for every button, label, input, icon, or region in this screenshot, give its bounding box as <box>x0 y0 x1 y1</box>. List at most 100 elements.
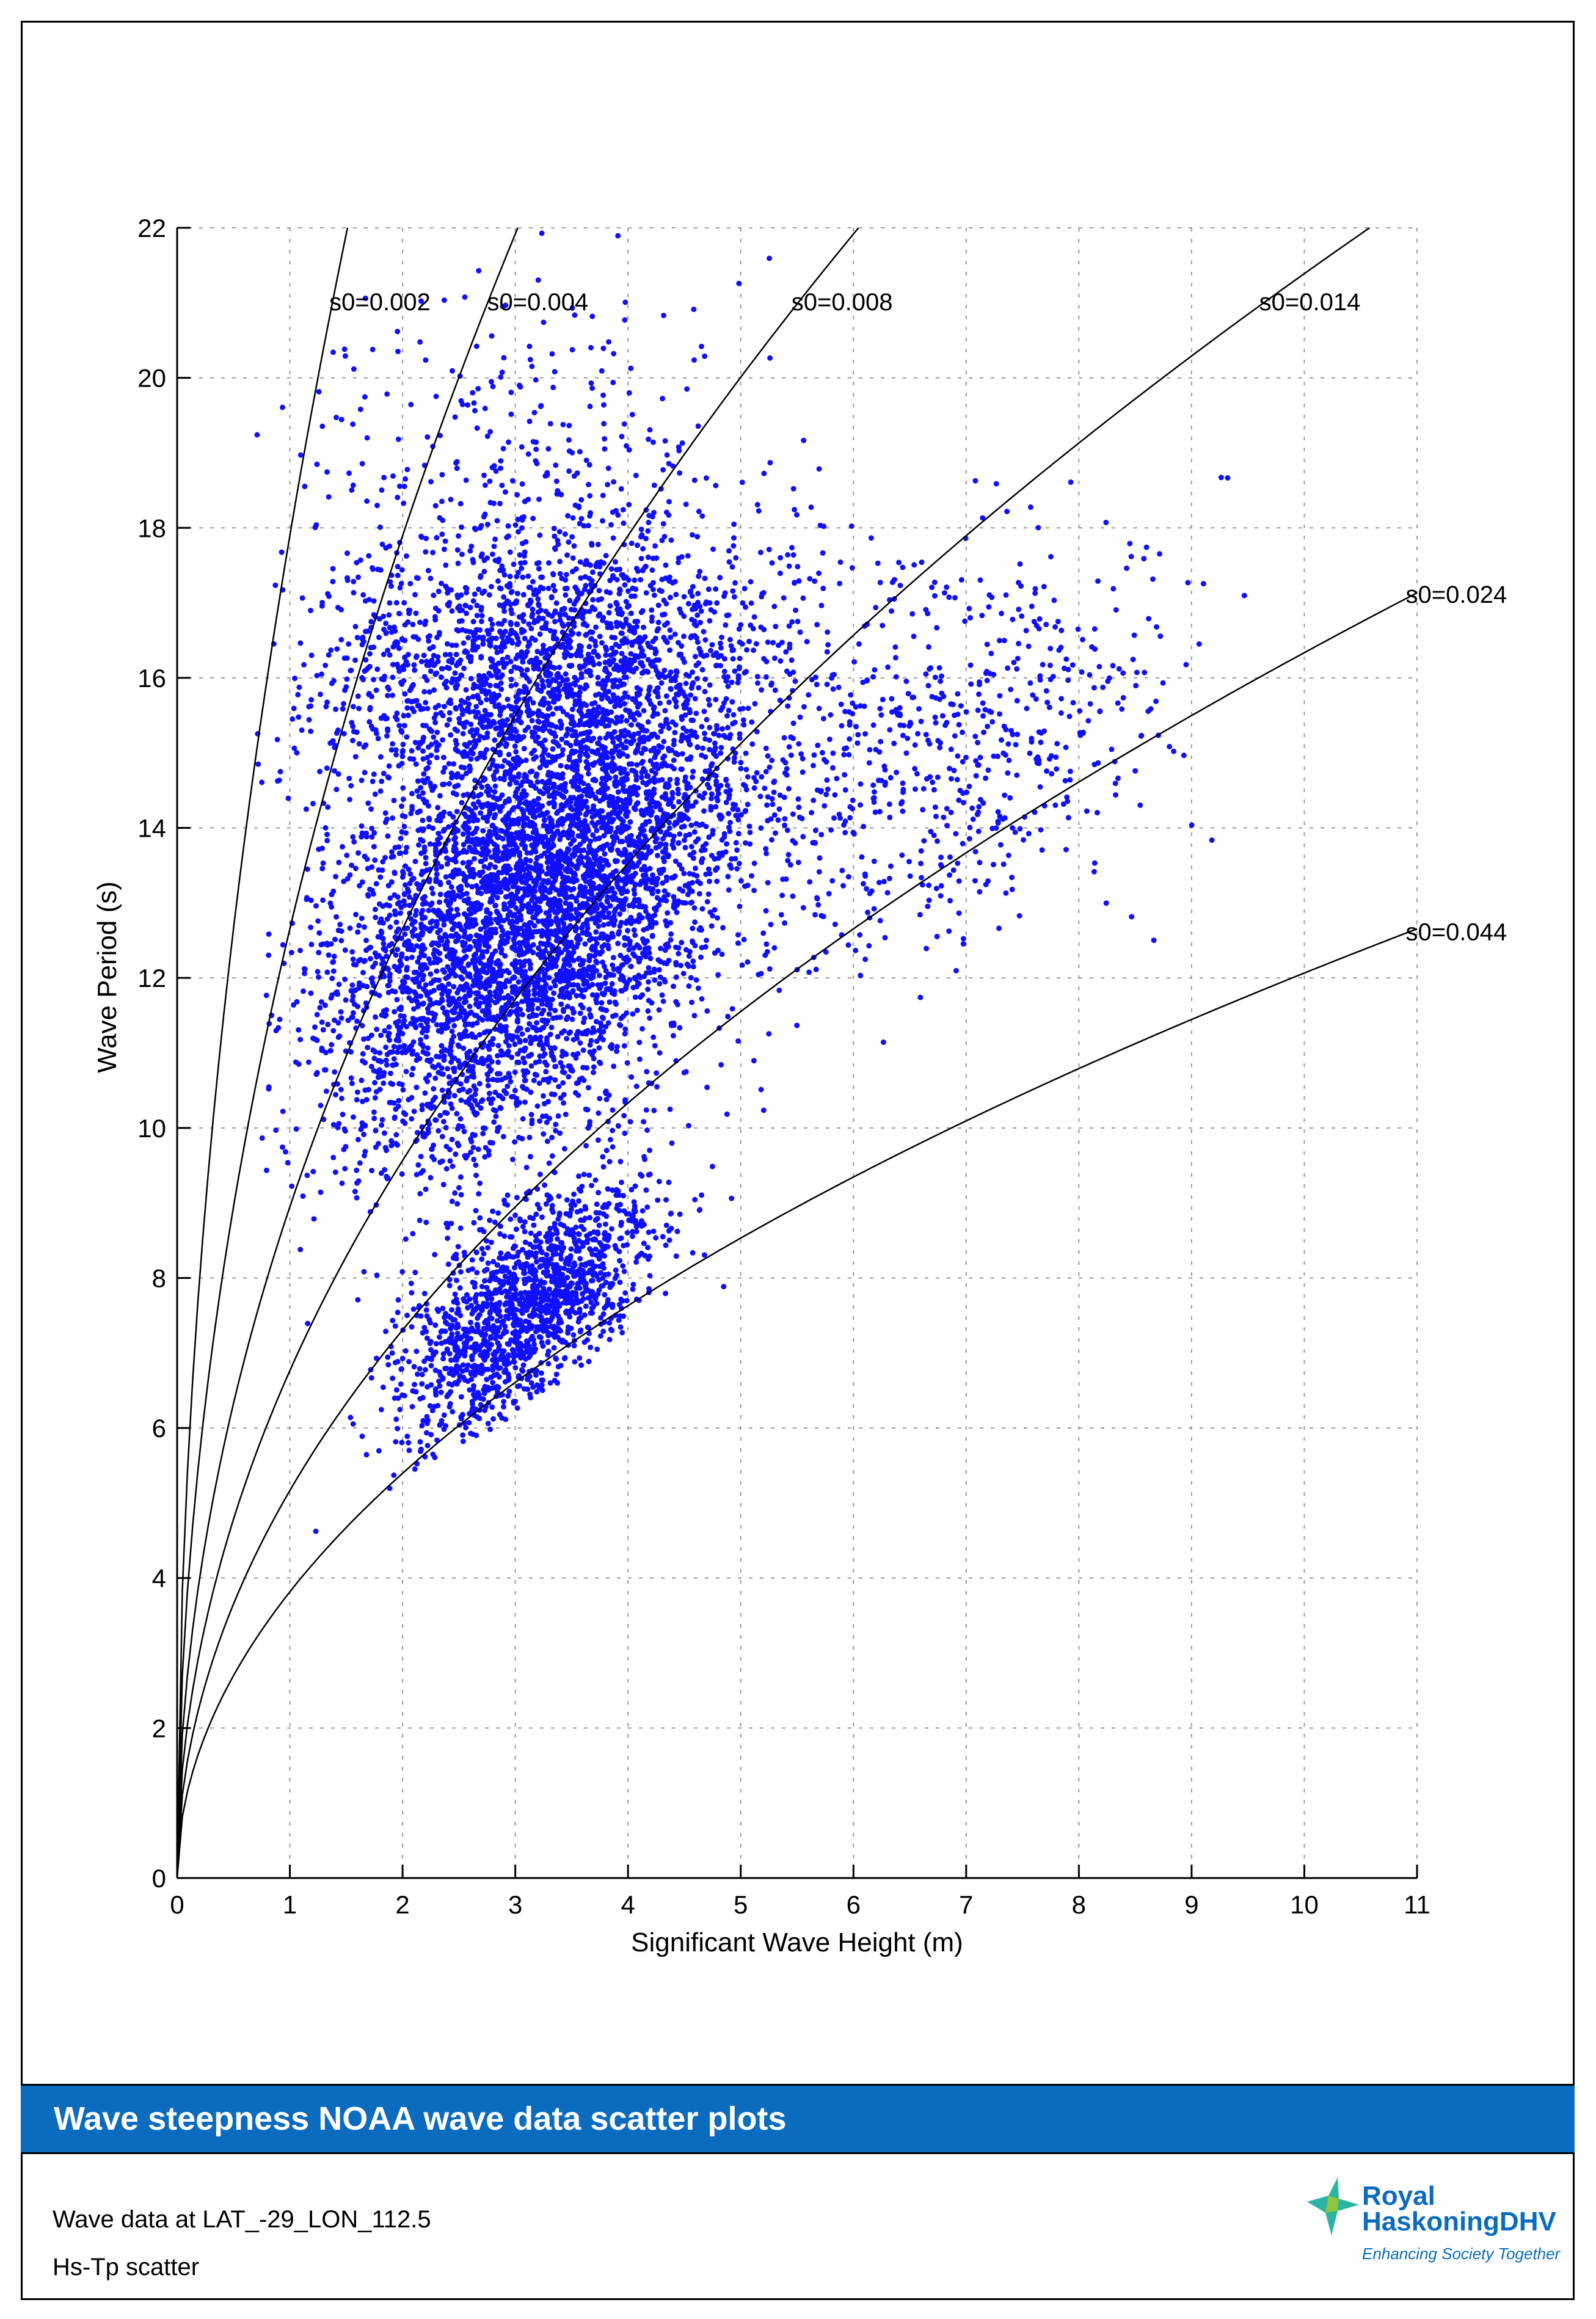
scatter-point <box>450 814 456 820</box>
scatter-point <box>457 1174 464 1180</box>
scatter-point <box>484 1071 490 1077</box>
scatter-point <box>473 1058 479 1064</box>
scatter-point <box>446 810 453 817</box>
scatter-point <box>359 879 365 885</box>
scatter-point <box>528 768 534 774</box>
scatter-point <box>377 1050 383 1056</box>
scatter-point <box>671 757 677 763</box>
scatter-point <box>622 801 628 807</box>
scatter-point <box>590 1025 596 1031</box>
scatter-point <box>644 796 650 802</box>
scatter-point <box>417 955 423 961</box>
scatter-point <box>373 960 379 966</box>
scatter-point <box>497 1071 503 1077</box>
scatter-point <box>559 929 565 935</box>
scatter-point <box>527 966 533 972</box>
scatter-point <box>381 1080 387 1087</box>
scatter-point <box>468 1102 474 1109</box>
scatter-point <box>643 791 649 797</box>
scatter-point <box>592 856 598 862</box>
scatter-point <box>593 929 599 935</box>
scatter-point <box>464 864 470 870</box>
scatter-point <box>448 1059 454 1065</box>
scatter-point <box>759 774 765 780</box>
scatter-point <box>492 812 498 818</box>
scatter-point <box>403 849 409 855</box>
scatter-point <box>426 908 432 914</box>
scatter-point <box>429 925 435 931</box>
scatter-point <box>645 1008 651 1014</box>
scatter-point <box>764 802 770 808</box>
scatter-point <box>730 588 736 594</box>
scatter-point <box>527 920 533 926</box>
scatter-point <box>392 1115 398 1121</box>
scatter-point <box>571 767 577 773</box>
scatter-point <box>693 977 699 983</box>
scatter-point <box>474 900 480 906</box>
scatter-point <box>473 1173 479 1178</box>
scatter-point <box>622 812 629 818</box>
scatter-point <box>289 1183 295 1189</box>
scatter-point <box>450 926 456 932</box>
scatter-point <box>577 1076 583 1082</box>
scatter-point <box>427 841 433 847</box>
scatter-point <box>467 946 472 952</box>
scatter-point <box>549 1135 555 1140</box>
scatter-point <box>404 974 410 980</box>
scatter-point <box>591 1064 597 1070</box>
scatter-point <box>492 789 498 795</box>
scatter-point <box>414 1084 420 1090</box>
scatter-point <box>630 985 636 991</box>
scatter-point <box>401 1043 407 1049</box>
scatter-point <box>387 924 393 930</box>
scatter-point <box>452 784 458 790</box>
scatter-point <box>418 1036 424 1043</box>
scatter-point <box>669 719 676 725</box>
scatter-point <box>277 1016 283 1022</box>
scatter-point <box>665 782 671 788</box>
scatter-point <box>526 927 532 932</box>
scatter-point <box>323 1088 329 1094</box>
scatter-point <box>607 1159 613 1165</box>
scatter-point <box>734 866 740 872</box>
scatter-point <box>603 1148 610 1154</box>
scatter-point <box>642 946 648 952</box>
scatter-point <box>467 933 473 939</box>
scatter-point <box>410 1039 417 1045</box>
scatter-point <box>467 868 473 874</box>
scatter-point <box>426 876 432 883</box>
scatter-point <box>502 953 508 959</box>
scatter-point <box>825 642 831 648</box>
scatter-point <box>677 886 683 892</box>
scatter-point <box>639 750 645 756</box>
scatter-point <box>409 807 415 812</box>
scatter-point <box>621 1043 627 1049</box>
scatter-point <box>468 989 474 996</box>
scatter-point <box>679 751 685 757</box>
scatter-point <box>435 1128 442 1134</box>
scatter-point <box>655 876 660 881</box>
scatter-point <box>610 962 616 968</box>
scatter-point <box>476 837 482 843</box>
scatter-point <box>453 1151 459 1157</box>
scatter-point <box>342 1166 348 1172</box>
scatter-point <box>535 905 541 911</box>
scatter-point <box>383 1057 389 1063</box>
scatter-point <box>563 1112 569 1118</box>
scatter-point <box>710 828 716 834</box>
scatter-point <box>512 1088 518 1094</box>
scatter-point <box>558 763 564 769</box>
scatter-point <box>378 928 384 934</box>
scatter-point <box>465 1089 471 1095</box>
scatter-point <box>394 997 400 1003</box>
scatter-point <box>546 777 552 784</box>
scatter-point <box>420 748 426 754</box>
scatter-point <box>415 1162 421 1168</box>
scatter-point <box>371 830 377 836</box>
scatter-point <box>687 948 693 955</box>
scatter-point <box>652 770 658 776</box>
scatter-point <box>548 1045 554 1051</box>
scatter-point <box>577 753 583 759</box>
scatter-point <box>621 1013 627 1019</box>
scatter-point <box>394 929 399 935</box>
